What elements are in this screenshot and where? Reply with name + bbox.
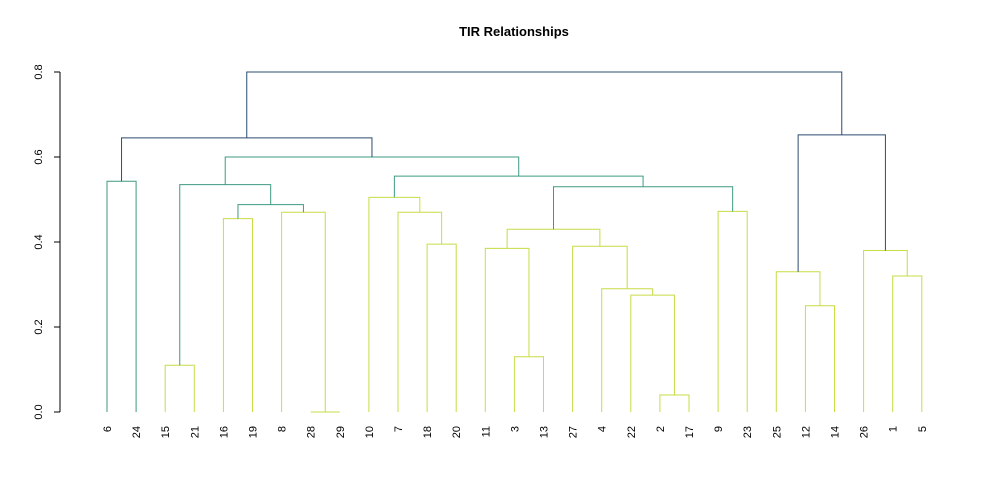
leaf-label: 27 bbox=[568, 426, 580, 438]
y-tick-label: 0.0 bbox=[33, 404, 45, 419]
dendrogram-link bbox=[222, 218, 253, 412]
leaf-label: 29 bbox=[335, 426, 347, 438]
chart-title: TIR Relationships bbox=[459, 24, 569, 39]
dendrogram-link bbox=[892, 275, 923, 412]
dendrogram-link bbox=[572, 245, 628, 412]
dendrogram-link bbox=[224, 156, 520, 185]
leaf-label: 17 bbox=[684, 426, 696, 438]
leaf-label: 16 bbox=[218, 426, 230, 438]
leaf-label: 11 bbox=[480, 426, 492, 437]
leaf-label: 2 bbox=[655, 426, 667, 432]
dendrogram-link bbox=[484, 247, 530, 412]
leaf-label: 4 bbox=[597, 426, 609, 432]
dendrogram-link bbox=[368, 196, 421, 412]
leaf-label: 6 bbox=[102, 426, 114, 432]
y-tick-label: 0.8 bbox=[33, 64, 45, 79]
dendrogram-link bbox=[630, 294, 675, 412]
dendrogram-link bbox=[397, 211, 443, 412]
leaf-label: 1 bbox=[888, 426, 900, 432]
leaf-label: 3 bbox=[509, 426, 521, 432]
leaf-label: 10 bbox=[364, 426, 376, 438]
dendrogram-link bbox=[237, 204, 304, 219]
dendrogram-link bbox=[797, 134, 886, 272]
dendrogram-link bbox=[601, 288, 654, 412]
leaf-label: 25 bbox=[771, 426, 783, 438]
y-axis: 0.0 0.2 0.4 0.6 0.8 bbox=[33, 64, 61, 420]
leaf-label: 5 bbox=[917, 426, 929, 432]
leaf-label: 7 bbox=[393, 426, 405, 432]
y-tick-label: 0.4 bbox=[33, 234, 45, 249]
dendrogram-link bbox=[659, 394, 690, 412]
dendrogram-link bbox=[164, 364, 195, 412]
leaf-label: 15 bbox=[160, 426, 172, 438]
leaf-label: 14 bbox=[830, 426, 842, 438]
dendrogram-link bbox=[775, 271, 821, 412]
dendrogram-link bbox=[246, 71, 843, 138]
leaf-label: 24 bbox=[131, 426, 143, 438]
leaf-label: 12 bbox=[800, 426, 812, 438]
y-tick-label: 0.2 bbox=[33, 319, 45, 334]
dendrogram-tree bbox=[106, 71, 923, 413]
dendrogram-link bbox=[553, 186, 734, 230]
dendrogram-link bbox=[506, 228, 601, 249]
dendrogram-link bbox=[804, 305, 835, 412]
dendrogram-link bbox=[717, 210, 748, 412]
dendrogram-link bbox=[106, 180, 137, 412]
leaf-label: 28 bbox=[306, 426, 318, 438]
leaf-label: 18 bbox=[422, 426, 434, 438]
leaf-label: 13 bbox=[539, 426, 551, 438]
leaf-labels: 6 24 15 21 16 19 8 28 29 10 7 18 20 11 3 13 27 4 22 2 17 9 23 2… bbox=[102, 426, 929, 438]
dendrogram-link bbox=[863, 250, 908, 412]
dendrogram-link bbox=[426, 243, 457, 412]
dendrogram-link bbox=[121, 137, 373, 182]
leaf-label: 19 bbox=[248, 426, 260, 438]
leaf-label: 26 bbox=[859, 426, 871, 438]
leaf-label: 22 bbox=[626, 426, 638, 438]
y-tick-label: 0.6 bbox=[33, 149, 45, 164]
dendrogram-link bbox=[513, 356, 544, 412]
leaf-label: 21 bbox=[189, 426, 201, 438]
dendrogram-link bbox=[179, 184, 272, 366]
dendrogram-link bbox=[281, 211, 326, 412]
leaf-label: 8 bbox=[277, 426, 289, 432]
leaf-label: 23 bbox=[742, 426, 754, 438]
leaf-label: 9 bbox=[713, 426, 725, 432]
leaf-label: 20 bbox=[451, 426, 463, 438]
